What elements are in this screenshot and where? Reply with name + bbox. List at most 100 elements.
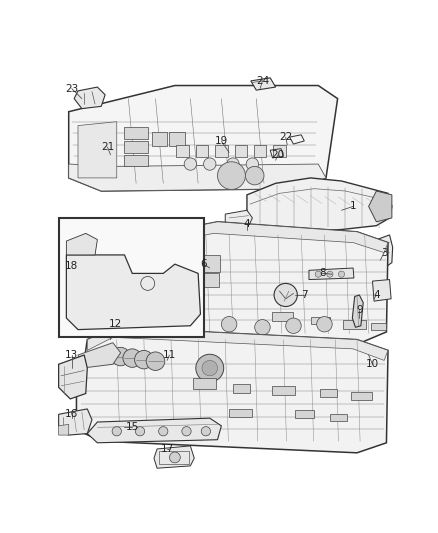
- Text: 11: 11: [163, 350, 176, 360]
- Bar: [235, 145, 247, 157]
- Bar: [159, 451, 189, 464]
- Circle shape: [146, 352, 165, 370]
- Circle shape: [123, 349, 141, 367]
- Circle shape: [246, 158, 258, 170]
- Text: 4: 4: [244, 219, 250, 229]
- Text: 6: 6: [200, 259, 207, 269]
- Bar: [330, 414, 347, 421]
- Polygon shape: [154, 446, 194, 468]
- Bar: [190, 273, 219, 278]
- Circle shape: [286, 318, 301, 334]
- Text: 19: 19: [215, 136, 228, 146]
- Circle shape: [100, 346, 118, 364]
- Circle shape: [182, 426, 191, 436]
- Bar: [59, 218, 204, 337]
- Circle shape: [227, 158, 239, 170]
- Polygon shape: [69, 164, 326, 191]
- Text: 22: 22: [279, 132, 292, 142]
- Polygon shape: [87, 327, 388, 360]
- Circle shape: [159, 426, 168, 436]
- Text: 1: 1: [350, 201, 357, 212]
- Polygon shape: [59, 409, 92, 435]
- Circle shape: [255, 320, 270, 335]
- Text: 12: 12: [109, 319, 122, 329]
- Bar: [190, 265, 219, 270]
- Bar: [193, 378, 216, 389]
- Bar: [233, 384, 250, 393]
- Polygon shape: [372, 280, 391, 301]
- Text: 7: 7: [301, 290, 307, 300]
- Polygon shape: [251, 78, 276, 90]
- Bar: [351, 392, 372, 400]
- Text: 23: 23: [65, 84, 78, 94]
- Bar: [229, 409, 252, 417]
- Text: 9: 9: [356, 305, 363, 316]
- Bar: [215, 145, 228, 157]
- Text: 21: 21: [101, 142, 114, 152]
- Bar: [177, 145, 189, 157]
- Polygon shape: [154, 222, 388, 343]
- Bar: [124, 155, 148, 166]
- Polygon shape: [167, 222, 388, 253]
- Text: 10: 10: [366, 359, 379, 369]
- Circle shape: [134, 350, 153, 369]
- Bar: [272, 312, 293, 321]
- Polygon shape: [77, 327, 388, 453]
- Circle shape: [201, 426, 211, 436]
- Polygon shape: [74, 87, 105, 109]
- Circle shape: [221, 317, 237, 332]
- Bar: [193, 255, 220, 272]
- Bar: [188, 255, 221, 282]
- Circle shape: [111, 348, 130, 366]
- Text: 18: 18: [65, 261, 78, 271]
- Circle shape: [245, 166, 264, 185]
- Polygon shape: [371, 235, 392, 268]
- Polygon shape: [247, 178, 392, 232]
- Bar: [152, 132, 167, 146]
- Circle shape: [184, 158, 197, 170]
- Polygon shape: [59, 355, 87, 399]
- Circle shape: [196, 354, 224, 382]
- Bar: [190, 258, 219, 263]
- Circle shape: [315, 271, 321, 277]
- Polygon shape: [309, 268, 354, 280]
- Circle shape: [339, 271, 345, 277]
- Bar: [170, 132, 185, 146]
- Text: 20: 20: [272, 150, 285, 160]
- Text: 15: 15: [126, 422, 139, 432]
- Circle shape: [170, 452, 180, 463]
- Polygon shape: [67, 255, 201, 329]
- Bar: [272, 386, 295, 395]
- Polygon shape: [78, 122, 117, 178]
- Polygon shape: [369, 191, 392, 222]
- Bar: [124, 141, 148, 152]
- Polygon shape: [78, 343, 120, 368]
- Text: 24: 24: [256, 76, 269, 86]
- Bar: [254, 145, 266, 157]
- Polygon shape: [352, 295, 363, 327]
- Circle shape: [317, 317, 332, 332]
- Polygon shape: [59, 424, 69, 435]
- Polygon shape: [185, 245, 225, 291]
- Bar: [194, 273, 219, 287]
- Polygon shape: [67, 233, 97, 255]
- Circle shape: [202, 360, 218, 376]
- Bar: [295, 410, 314, 418]
- Text: 4: 4: [373, 290, 380, 300]
- Text: 8: 8: [319, 269, 325, 278]
- Text: 17: 17: [160, 444, 174, 454]
- Circle shape: [135, 426, 145, 436]
- Text: 16: 16: [65, 409, 78, 419]
- Ellipse shape: [166, 270, 188, 308]
- Text: 3: 3: [381, 248, 388, 257]
- Circle shape: [112, 426, 121, 436]
- Bar: [273, 145, 286, 157]
- Bar: [311, 317, 330, 324]
- Text: 13: 13: [65, 350, 78, 360]
- Bar: [343, 320, 366, 329]
- Circle shape: [218, 161, 245, 189]
- Bar: [196, 145, 208, 157]
- Circle shape: [274, 284, 297, 306]
- Polygon shape: [69, 85, 338, 191]
- Bar: [320, 389, 337, 397]
